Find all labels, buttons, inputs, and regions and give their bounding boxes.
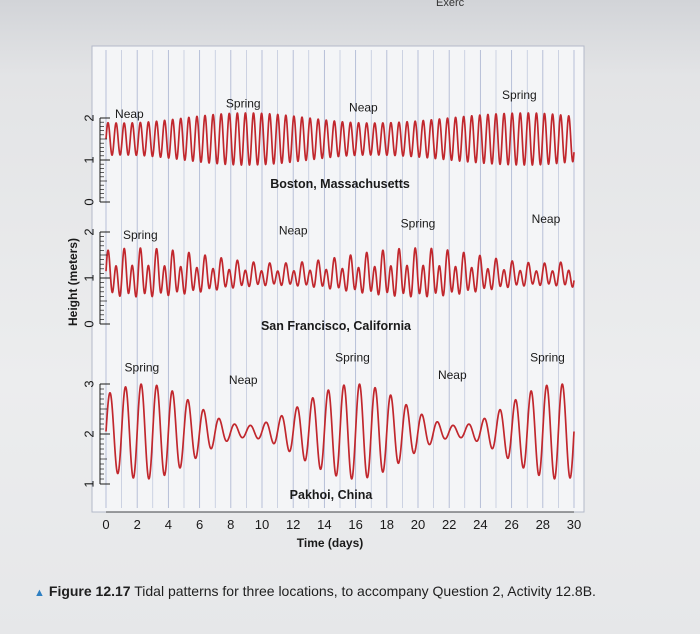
tide-curve-panel-3 [105,383,575,480]
location-title: Boston, Massachusetts [270,177,410,191]
x-tick-label: 2 [134,517,141,532]
x-tick-label: 28 [536,517,550,532]
tide-curve-panel-2 [105,247,575,298]
y-tick-label: 2 [82,114,97,121]
figure-caption: ▲ Figure 12.17 Tidal patterns for three l… [34,583,674,599]
tide-label-neap: Neap [229,373,258,387]
tide-label-neap: Neap [349,101,378,115]
y-tick-label: 1 [82,156,97,163]
tide-label-spring: Spring [335,351,370,365]
x-tick-label: 18 [380,517,394,532]
y-tick-label: 0 [82,198,97,205]
x-tick-label: 6 [196,517,203,532]
tide-label-spring: Spring [226,97,261,111]
tide-curves [105,112,575,480]
x-axis-title: Time (days) [297,536,363,550]
x-axis: 0 2 4 6 8 10 12 14 16 18 20 22 24 26 28 30 [102,511,581,532]
tide-label-neap: Neap [279,223,308,237]
tide-label-spring: Spring [401,216,436,230]
tide-label-neap: Neap [115,107,144,121]
y-tick-label: 3 [82,380,97,387]
x-tick-label: 20 [411,517,425,532]
tide-label-spring: Spring [530,351,565,365]
x-tick-label: 22 [442,517,456,532]
y-tick-label: 1 [82,480,97,487]
location-title: Pakhoi, China [290,488,374,502]
x-tick-label: 26 [504,517,518,532]
tide-label-spring: Spring [502,88,537,102]
x-tick-label: 16 [348,517,362,532]
tide-label-neap: Neap [532,212,561,226]
x-tick-label: 24 [473,517,487,532]
tide-curve-panel-1 [105,112,575,166]
y-tick-label: 2 [82,430,97,437]
y-tick-label: 0 [82,320,97,327]
y-tick-label: 2 [82,228,97,235]
x-tick-label: 0 [102,517,109,532]
tide-labels: Neap Spring Neap Spring Spring Neap Spring Neap… [115,88,565,387]
x-tick-label: 10 [255,517,269,532]
x-tick-label: 4 [165,517,172,532]
location-title: San Francisco, California [261,319,412,333]
y-axis-title: Height (meters) [66,238,80,326]
caption-triangle-icon: ▲ [34,587,45,599]
caption-text: Tidal patterns for three locations, to a… [130,583,596,599]
location-titles: Boston, Massachusetts San Francisco, Cali… [261,177,412,502]
x-tick-label: 8 [227,517,234,532]
figure-label: Figure 12.17 [48,583,131,599]
tide-label-spring: Spring [123,228,158,242]
tide-label-spring: Spring [125,361,160,375]
x-tick-label: 30 [567,517,581,532]
x-tick-label: 14 [317,517,331,532]
y-axes: 0 1 2 0 1 2 1 2 3 [82,114,110,488]
tide-label-neap: Neap [438,368,467,382]
y-tick-label: 1 [82,274,97,281]
x-tick-label: 12 [286,517,300,532]
page-header-fragment: Exerc [436,0,465,9]
